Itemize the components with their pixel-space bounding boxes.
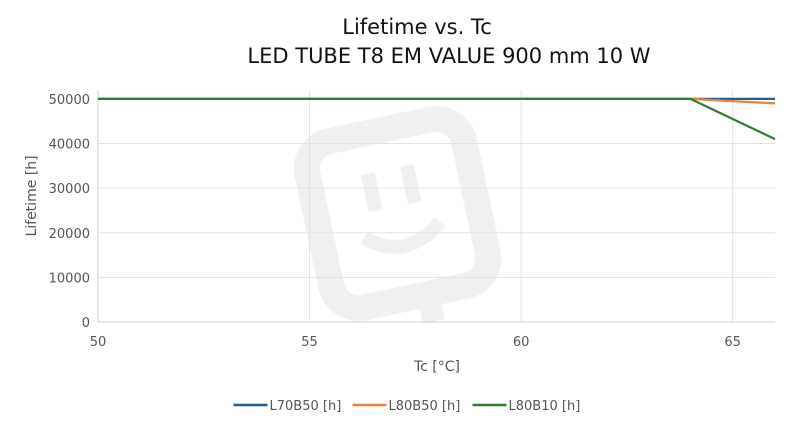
legend-label: L80B50 [h] bbox=[389, 399, 461, 414]
tick-labels: 0 10000 20000 30000 40000 50000 50 55 60 65 bbox=[49, 93, 741, 350]
legend[interactable]: L70B50 [h] L80B50 [h] L80B10 [h] bbox=[233, 399, 581, 414]
y-tick-label: 40000 bbox=[49, 138, 90, 153]
x-tick-label: 55 bbox=[301, 335, 318, 350]
legend-item-3[interactable]: L80B10 [h] bbox=[472, 399, 581, 414]
legend-label: L80B10 [h] bbox=[509, 399, 581, 414]
watermark-logo-icon bbox=[293, 105, 502, 324]
y-tick-label: 0 bbox=[82, 316, 90, 331]
axes bbox=[97, 90, 775, 323]
legend-item-1[interactable]: L70B50 [h] bbox=[233, 399, 342, 414]
series-lines bbox=[98, 97, 776, 141]
series-line-3 bbox=[98, 97, 776, 141]
y-tick-label: 10000 bbox=[49, 271, 90, 286]
x-tick-label: 60 bbox=[513, 335, 530, 350]
chart-title-line2: LED TUBE T8 EM VALUE 900 mm 10 W bbox=[247, 44, 650, 68]
y-tick-label: 20000 bbox=[49, 227, 90, 242]
y-tick-label: 50000 bbox=[49, 93, 90, 108]
x-tick-label: 65 bbox=[724, 335, 741, 350]
y-tick-label: 30000 bbox=[49, 182, 90, 197]
x-tick-label: 50 bbox=[90, 335, 107, 350]
legend-label: L70B50 [h] bbox=[270, 399, 342, 414]
chart-title-line1: Lifetime vs. Tc bbox=[342, 15, 492, 39]
legend-item-2[interactable]: L80B50 [h] bbox=[352, 399, 461, 414]
y-axis-label: Lifetime [h] bbox=[24, 155, 40, 236]
x-axis-label: Tc [°C] bbox=[413, 359, 460, 375]
